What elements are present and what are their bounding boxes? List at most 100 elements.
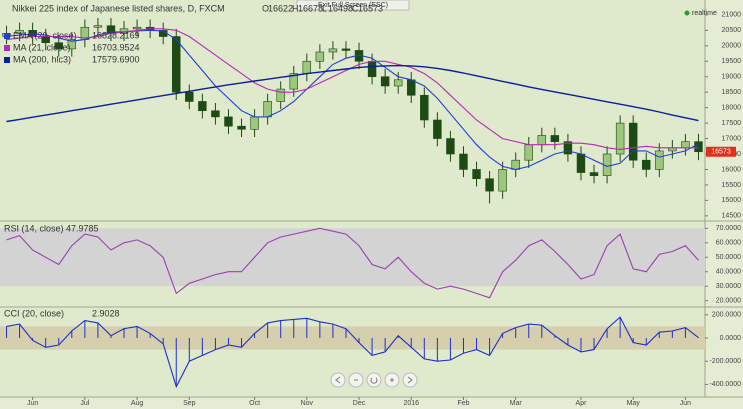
ohlc-value: 16678 xyxy=(298,3,323,13)
candle-body xyxy=(459,153,468,170)
ohlc-label: L xyxy=(322,3,327,13)
y-tick-label: 200.0000 xyxy=(712,312,741,319)
legend-value: 17579.6900 xyxy=(92,54,140,64)
y-tick-label: 70.0000 xyxy=(716,225,741,232)
ohlc-value: 16498 xyxy=(328,3,353,13)
indicator-line xyxy=(6,227,699,299)
legend-swatch xyxy=(4,57,10,63)
candle-body xyxy=(276,88,285,102)
y-tick-label: 16000 xyxy=(722,166,742,173)
candle-body xyxy=(380,76,390,87)
realtime-dot xyxy=(684,10,690,16)
candle-body xyxy=(289,73,298,90)
y-tick-label: 19000 xyxy=(722,74,742,81)
nav-buttons xyxy=(330,372,418,388)
legend-swatch xyxy=(4,33,10,39)
x-tick-label: May xyxy=(627,400,641,407)
y-tick-label: 18500 xyxy=(722,89,742,96)
x-tick-label: Oct xyxy=(249,400,260,407)
exit-label[interactable]: Exit Full Screen (ESC) xyxy=(318,2,388,9)
candle-body xyxy=(485,178,494,192)
candle-body xyxy=(498,169,507,192)
candle-body xyxy=(446,138,455,155)
candle-body xyxy=(328,48,338,53)
y-tick-label: 15000 xyxy=(722,197,742,204)
y-tick-label: 20000 xyxy=(722,43,742,50)
indicator-name: RSI (14, close) xyxy=(4,223,64,233)
legend-value: 16828.2169 xyxy=(92,30,140,40)
candle-body xyxy=(615,122,625,155)
exit-button[interactable] xyxy=(296,0,410,11)
plot xyxy=(0,17,705,389)
band xyxy=(0,228,705,287)
price-tag xyxy=(706,146,736,157)
x-tick-label: Aug xyxy=(131,400,144,407)
y-tick-label: 50.0000 xyxy=(716,254,741,261)
candle-body xyxy=(224,116,233,127)
candle-body xyxy=(537,135,547,146)
realtime-label: realtime xyxy=(692,10,717,17)
indicator-line xyxy=(6,316,699,389)
y-tick-label: 20.0000 xyxy=(716,298,741,305)
ohlc-value: 16573 xyxy=(358,3,383,13)
y-tick-label: 17000 xyxy=(722,135,742,142)
x-tick-label: Sep xyxy=(183,400,196,407)
candle-body xyxy=(472,169,481,180)
legend-swatch xyxy=(4,45,10,51)
candle-body xyxy=(589,172,599,176)
candle-body xyxy=(524,144,533,161)
candle-body xyxy=(655,150,664,170)
nav-icons xyxy=(335,376,413,384)
x-tick-label: Mar xyxy=(510,400,523,407)
candle-body xyxy=(628,122,638,161)
legend-name: MA (200, hlc3) xyxy=(13,54,71,64)
candle-body xyxy=(93,25,103,28)
series-line xyxy=(6,28,699,150)
candle-body xyxy=(681,141,690,149)
candle-body xyxy=(54,42,63,50)
candle-body xyxy=(576,153,586,173)
x-tick-label: Jun xyxy=(680,400,691,407)
y-tick-label: 30.0000 xyxy=(716,283,741,290)
y-tick-label: 21000 xyxy=(722,12,742,19)
candle-body xyxy=(211,110,220,118)
candle-body xyxy=(642,159,651,170)
x-tick-label: Jun xyxy=(27,400,38,407)
ohlc-label: H xyxy=(292,3,299,13)
indicator-name: CCI (20, close) xyxy=(4,308,64,318)
y-tick-label: -400.0000 xyxy=(709,381,741,388)
nav-button[interactable] xyxy=(330,372,346,388)
candle-body xyxy=(315,51,325,62)
legend-name: EMA (20, close) xyxy=(13,30,77,40)
candle-body xyxy=(132,26,142,30)
candle-body xyxy=(250,116,259,130)
x-tick-label: Feb xyxy=(457,400,469,407)
x-tick-label: Dec xyxy=(353,400,366,407)
candle-body xyxy=(302,60,312,74)
indicator-value: 2.9028 xyxy=(92,308,120,318)
candle-body xyxy=(694,141,703,153)
candle-body xyxy=(198,101,207,112)
candle-body xyxy=(550,135,560,142)
y-tick-label: 40.0000 xyxy=(716,269,741,276)
candle-body xyxy=(341,48,351,51)
candle-body xyxy=(563,141,573,155)
price-tag-label: 16573 xyxy=(711,149,731,156)
y-tick-label: 14500 xyxy=(722,213,742,220)
candle-body xyxy=(237,125,246,130)
y-tick-label: 15500 xyxy=(722,182,742,189)
nav-button[interactable] xyxy=(402,372,418,388)
x-tick-label: 2016 xyxy=(403,400,419,407)
price-panel xyxy=(0,0,705,220)
candle-body xyxy=(407,79,416,96)
indicator-value: 47.9785 xyxy=(66,223,99,233)
ohlc-value: 16622 xyxy=(268,3,293,13)
nav-button[interactable] xyxy=(366,372,382,388)
y-tick-label: 17500 xyxy=(722,120,742,127)
candle-body xyxy=(67,39,77,50)
candle-body xyxy=(367,60,377,78)
candle-body xyxy=(185,91,194,102)
y-tick-label: 20500 xyxy=(722,27,742,34)
candle-body xyxy=(420,94,429,121)
